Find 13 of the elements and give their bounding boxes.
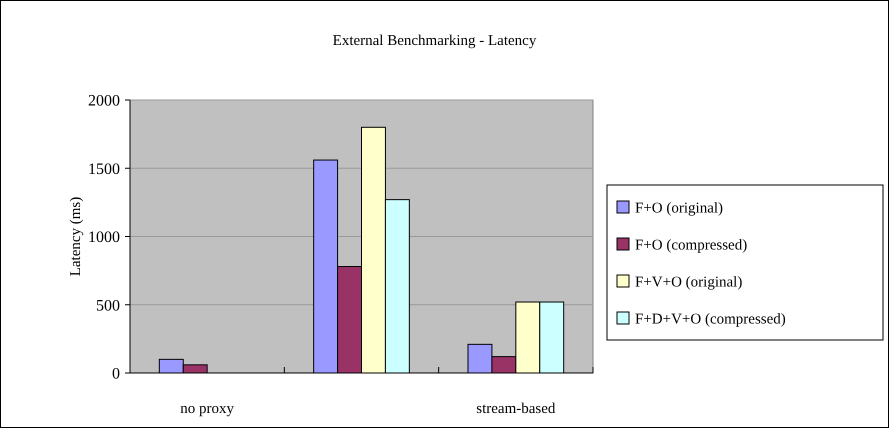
x-tick-label: stream-based [476,401,556,417]
x-tick-label: no proxy [180,401,235,417]
y-tick-label: 1000 [88,229,120,246]
y-tick-label: 0 [112,366,120,383]
y-tick-label: 2000 [88,92,120,110]
y-axis-title: Latency (ms) [68,196,84,276]
y-tick-label: 500 [96,297,120,314]
legend-label: F+O (compressed) [635,237,748,254]
legend-label: F+V+O (original) [635,274,742,290]
legend-label: F+O (original) [635,200,724,216]
y-tick-label: 1500 [88,160,120,178]
chart-title: External Benchmarking - Latency [332,33,537,49]
legend-label: F+D+V+O (compressed) [635,311,786,328]
